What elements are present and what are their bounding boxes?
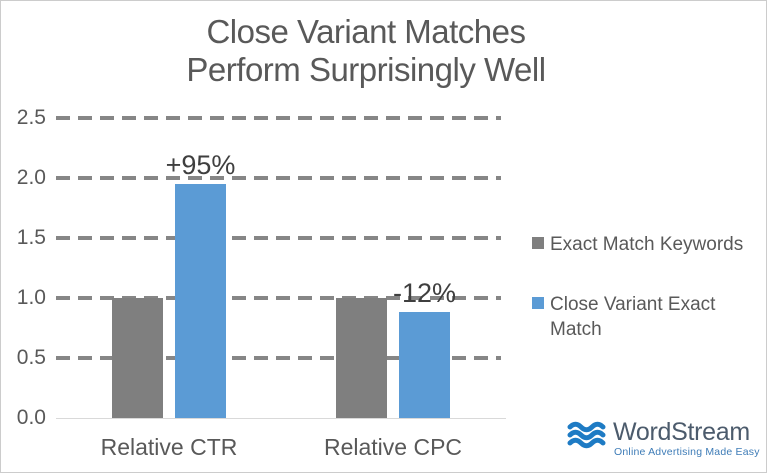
legend: Exact Match Keywords Close Variant Exact… <box>532 232 760 342</box>
gridline <box>56 356 501 360</box>
legend-swatch-blue-icon <box>532 297 544 309</box>
wordstream-logo: WordStream Online Advertising Made Easy <box>567 418 760 462</box>
y-axis-tick-label: 2.0 <box>16 166 46 189</box>
x-axis-category-label: Relative CPC <box>323 434 463 460</box>
y-axis-tick-label: 1.5 <box>16 226 46 249</box>
wordstream-tagline: Online Advertising Made Easy <box>614 446 760 458</box>
gridline <box>56 176 501 180</box>
gridline <box>56 116 501 120</box>
data-label: +95% <box>165 150 236 180</box>
data-label: -12% <box>392 278 457 309</box>
x-axis-line <box>56 418 506 419</box>
gridline <box>56 236 501 240</box>
bar-close-variant-exact-match-0 <box>175 184 226 418</box>
legend-item-close-variant-exact-match: Close Variant Exact Match <box>532 292 760 342</box>
legend-swatch-gray-icon <box>532 237 544 249</box>
y-axis-tick-label: 1.0 <box>16 286 46 309</box>
waves-icon <box>567 421 606 449</box>
bar-exact-match-keywords-0 <box>112 298 163 418</box>
wordstream-brand-text: WordStream <box>613 418 750 446</box>
y-axis-tick-label: 0.5 <box>16 346 46 369</box>
chart-title: Close Variant Matches Perform Surprising… <box>186 13 546 88</box>
y-axis-tick-label: 0.0 <box>16 406 46 429</box>
legend-label: Exact Match Keywords <box>550 234 744 255</box>
gridline <box>56 296 501 300</box>
y-axis-tick-label: 2.5 <box>16 106 46 129</box>
legend-label: Close Variant Exact Match <box>550 294 716 340</box>
bar-exact-match-keywords-1 <box>336 298 387 418</box>
x-axis-category-label: Relative CTR <box>100 434 238 460</box>
bar-close-variant-exact-match-1 <box>399 312 450 418</box>
legend-item-exact-match-keywords: Exact Match Keywords <box>532 232 760 257</box>
